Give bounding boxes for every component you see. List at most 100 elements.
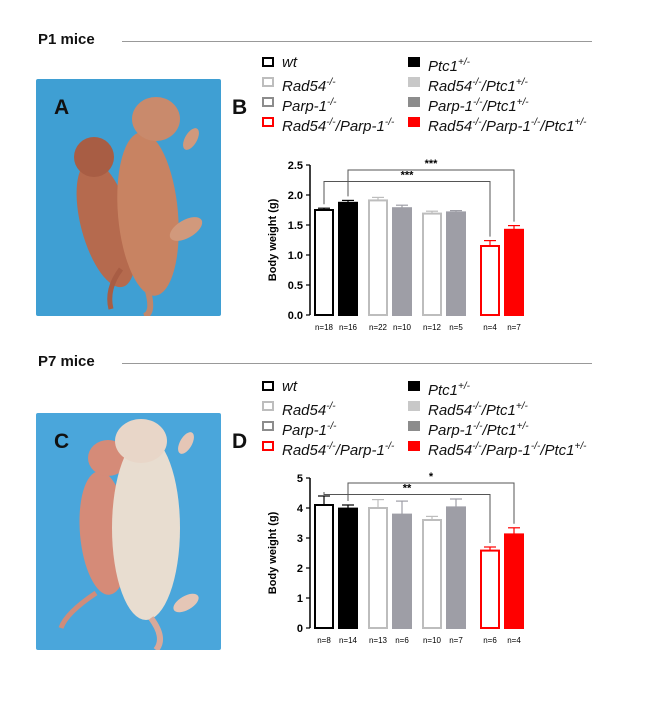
category-label: n=7: [507, 323, 521, 332]
legend-label: Rad54-/-/Parp-1-/-/Ptc1+/-: [428, 117, 587, 135]
legend-swatch: [408, 441, 420, 451]
section-divider: [122, 363, 592, 364]
bar: [338, 201, 358, 316]
legend-swatch: [262, 117, 274, 127]
legend-label: Rad54-/-/Ptc1+/-: [428, 401, 528, 419]
legend-swatch: [408, 381, 420, 391]
category-label: n=10: [423, 636, 442, 645]
legend-p1: wt Ptc1+/- Rad54-/- Rad54-/-/Ptc1+/- Parp-1-…: [262, 54, 622, 135]
legend-label: Parp-1-/-: [282, 97, 337, 115]
significance-label: ***: [425, 158, 439, 170]
significance-bracket: [323, 492, 491, 543]
legend-swatch: [408, 77, 420, 87]
category-label: n=16: [339, 323, 358, 332]
bar: [392, 207, 412, 317]
category-label: n=14: [339, 636, 358, 645]
y-tick-label: 1: [297, 593, 303, 605]
y-tick-label: 5: [297, 473, 303, 485]
y-tick-label: 0.0: [288, 310, 303, 322]
legend-swatch: [408, 97, 420, 107]
category-label: n=22: [369, 323, 388, 332]
legend-swatch: [408, 421, 420, 431]
category-label: n=7: [449, 636, 463, 645]
panel-letter-d: D: [232, 430, 248, 453]
category-label: n=6: [483, 636, 497, 645]
legend-swatch: [262, 57, 274, 67]
legend-label: Rad54-/-: [282, 401, 336, 419]
legend-swatch: [262, 421, 274, 431]
y-tick-label: 0: [297, 623, 303, 635]
y-tick-label: 1.0: [288, 250, 303, 262]
chart-p1-svg: 0.0 0.5 1.0 1.5 2.0 2.5 Body weight (g) n=18 n=1…: [267, 158, 524, 332]
legend-label: Ptc1+/-: [428, 57, 470, 75]
bar: [338, 507, 358, 629]
legend-label: Rad54-/-/Parp-1-/-/Ptc1+/-: [428, 441, 587, 459]
category-label: n=6: [395, 636, 409, 645]
bar: [504, 533, 524, 629]
bar: [368, 507, 388, 629]
legend-label: Rad54-/-/Parp-1-/-: [282, 117, 395, 135]
category-label: n=12: [423, 323, 442, 332]
significance-label: *: [429, 471, 434, 483]
legend-label: wt: [282, 378, 297, 395]
bar: [446, 211, 466, 316]
chart-p1-body-weight: 0.0 0.5 1.0 1.5 2.0 2.5 Body weight (g) n=18 n=1…: [262, 150, 562, 340]
bar: [480, 245, 500, 316]
legend-label: Rad54-/-/Ptc1+/-: [428, 77, 528, 95]
chart-p7-body-weight: 0 1 2 3 4 5 Body weight (g) n=8 n=14 n=13 n=6 n=10 n…: [262, 463, 562, 653]
category-label: n=18: [315, 323, 334, 332]
significance-label: **: [403, 483, 412, 495]
legend-label: Parp-1-/-/Ptc1+/-: [428, 97, 529, 115]
significance-bracket: [323, 181, 491, 237]
legend-label: Parp-1-/-: [282, 421, 337, 439]
y-tick-label: 1.5: [288, 220, 303, 232]
photo-p1-mice: [36, 79, 221, 316]
legend-swatch: [408, 117, 420, 127]
photo-p7-mice: [36, 413, 221, 650]
panel-letter-c: C: [54, 430, 70, 453]
bar: [480, 549, 500, 629]
legend-p7: wt Ptc1+/- Rad54-/- Rad54-/-/Ptc1+/- Parp-1-…: [262, 378, 622, 459]
y-axis-label: Body weight (g): [267, 511, 279, 594]
y-tick-label: 4: [297, 503, 304, 515]
legend-swatch: [408, 401, 420, 411]
significance-bracket: [347, 169, 515, 222]
category-label: n=5: [449, 323, 463, 332]
y-tick-label: 2.0: [288, 190, 303, 202]
chart-p7-svg: 0 1 2 3 4 5 Body weight (g) n=8 n=14 n=13 n=6 n=10 n…: [267, 471, 524, 645]
bar: [314, 504, 334, 629]
legend-swatch: [262, 441, 274, 451]
category-label: n=8: [317, 636, 331, 645]
bar: [422, 519, 442, 629]
y-tick-label: 0.5: [288, 280, 303, 292]
category-label: n=4: [507, 636, 521, 645]
section-title-p1: P1 mice: [38, 31, 95, 48]
y-tick-label: 2: [297, 563, 303, 575]
legend-label: Rad54-/-: [282, 77, 336, 95]
legend-label: Ptc1+/-: [428, 381, 470, 399]
y-tick-label: 2.5: [288, 160, 303, 172]
y-tick-label: 3: [297, 533, 303, 545]
bar: [314, 209, 334, 316]
significance-bracket: [347, 482, 515, 524]
legend-swatch: [262, 401, 274, 411]
category-label: n=4: [483, 323, 497, 332]
section-title-p7: P7 mice: [38, 353, 95, 370]
legend-swatch: [262, 381, 274, 391]
category-label: n=13: [369, 636, 388, 645]
legend-swatch: [262, 97, 274, 107]
bar: [504, 228, 524, 316]
significance-label: ***: [401, 170, 415, 182]
legend-swatch: [262, 77, 274, 87]
legend-swatch: [408, 57, 420, 67]
category-label: n=10: [393, 323, 412, 332]
legend-label: Parp-1-/-/Ptc1+/-: [428, 421, 529, 439]
bar: [392, 513, 412, 629]
bar: [368, 199, 388, 316]
panel-letter-a: A: [54, 96, 70, 119]
panel-letter-b: B: [232, 96, 248, 119]
y-axis-label: Body weight (g): [267, 198, 279, 281]
bar: [446, 506, 466, 629]
bar: [422, 212, 442, 316]
legend-label: wt: [282, 54, 297, 71]
